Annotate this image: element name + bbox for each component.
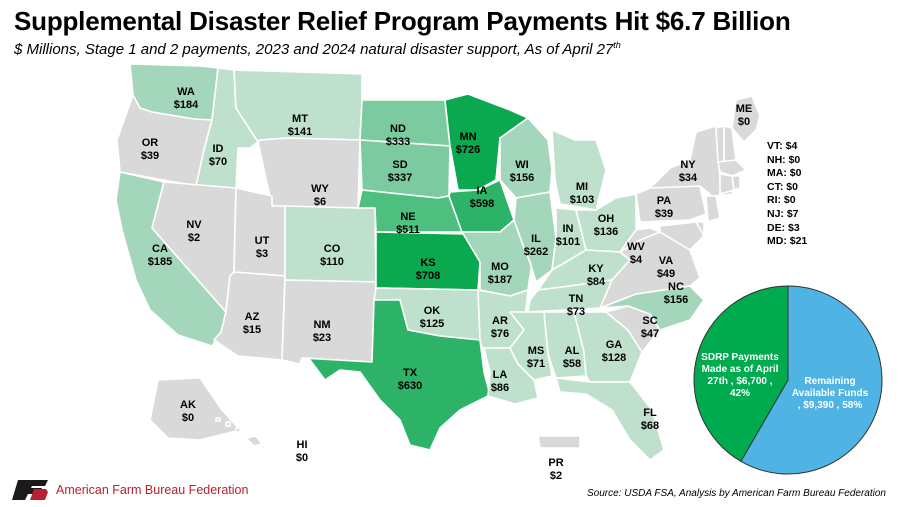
- ne-item-ri: RI: $0: [767, 194, 796, 207]
- page-title: Supplemental Disaster Relief Program Pay…: [14, 6, 791, 36]
- state-label-nc: NC $156: [664, 281, 688, 306]
- state-ks: [375, 231, 481, 291]
- state-md: [659, 221, 705, 251]
- state-label-in: IN $101: [556, 223, 580, 248]
- state-label-me: ME $0: [736, 103, 753, 128]
- state-label-or: OR $39: [141, 137, 159, 162]
- state-label-il: IL $262: [524, 233, 548, 258]
- state-label-nm: NM $23: [313, 319, 331, 344]
- state-hi-island-1: [235, 427, 241, 433]
- state-wi: [499, 117, 553, 199]
- state-label-oh: OH $136: [594, 213, 618, 238]
- state-label-id: ID $70: [209, 143, 227, 168]
- ne-item-vt: VT: $4: [767, 140, 798, 152]
- state-label-ks: KS $708: [416, 257, 440, 282]
- pie-label-remaining: Remaining Available Funds, $9,390 , 58%: [792, 376, 869, 411]
- state-hi-island-2: [225, 421, 231, 427]
- ne-item-nj: NJ: $7: [767, 207, 799, 220]
- pie-slice-remaining: [740, 285, 883, 475]
- ne-item-md: MD: $21: [767, 235, 808, 248]
- state-label-tn: TN $73: [567, 293, 585, 318]
- subtitle-text: $ Millions, Stage 1 and 2 payments, 2023…: [14, 41, 614, 58]
- labels-layer: WA $184 OR $39 CA $185 ID $70 NV $2 MT $141 WY $6 UT $3…: [141, 86, 752, 482]
- state-label-fl: FL $68: [641, 407, 659, 432]
- state-label-ia: IA $598: [470, 185, 494, 210]
- state-label-ny: NY $34: [679, 159, 698, 184]
- fb-logo-icon: [12, 480, 48, 500]
- state-label-sd: SD $337: [388, 159, 412, 184]
- source-note: Source: USDA FSA, Analysis by American F…: [586, 488, 886, 499]
- state-label-ar: AR $76: [491, 315, 509, 340]
- state-label-ky: KY $84: [587, 263, 606, 288]
- footer-logo: American Farm Bureau Federation: [12, 480, 248, 500]
- states-layer: [115, 63, 761, 461]
- state-label-la: LA $86: [491, 369, 509, 394]
- pie-chart: SDRP Payments Made as of April 27th , $6,7…: [693, 285, 883, 475]
- state-label-pr: PR $2: [548, 457, 563, 482]
- state-label-ok: OK $125: [420, 305, 444, 330]
- state-ma: [717, 159, 747, 177]
- state-label-ga: GA $128: [602, 339, 626, 364]
- state-label-mt: MT $141: [288, 113, 312, 138]
- state-label-wa: WA $184: [174, 86, 199, 111]
- state-mn: [444, 93, 529, 191]
- state-hi-island-3: [215, 417, 221, 422]
- state-label-al: AL $58: [563, 345, 581, 370]
- state-wy: [257, 137, 361, 209]
- state-label-nd: ND $333: [386, 123, 410, 148]
- ne-item-de: DE: $3: [767, 221, 800, 234]
- state-tx: [301, 299, 491, 451]
- pie-label-paid: SDRP Payments Made as of April 27th , $6,7…: [701, 352, 779, 399]
- ne-item-nh: NH: $0: [767, 153, 801, 166]
- state-label-az: AZ $15: [243, 311, 261, 336]
- state-label-wy: WY $6: [311, 183, 329, 208]
- state-ne: [357, 189, 463, 233]
- state-label-tx: TX $630: [398, 367, 422, 392]
- state-label-ms: MS $71: [527, 345, 545, 370]
- state-label-va: VA $49: [657, 255, 675, 280]
- state-label-wi: WI $156: [510, 159, 534, 184]
- ne-item-ct: CT: $0: [767, 180, 798, 193]
- state-label-hi: HI $0: [296, 439, 308, 464]
- state-label-wv: WV $4: [627, 241, 645, 266]
- pie-slice-paid: [693, 285, 789, 463]
- state-label-sc: SC $47: [641, 315, 659, 340]
- page-subtitle: $ Millions, Stage 1 and 2 payments, 2023…: [14, 40, 621, 58]
- state-label-mi: MI $103: [570, 181, 594, 206]
- subtitle-superscript: th: [613, 40, 621, 50]
- state-fl: [555, 377, 665, 461]
- state-hi: [245, 435, 263, 447]
- state-label-co: CO $110: [320, 243, 344, 268]
- state-ri: [731, 175, 741, 191]
- state-label-mn: MN $726: [456, 131, 480, 156]
- northeast-list: VT: $4 NH: $0 MA: $0 CT: $0 RI: $0 NJ: $…: [767, 140, 807, 249]
- state-label-ne: NE $511: [396, 211, 420, 236]
- state-pr: [537, 435, 581, 449]
- state-label-pa: PA $39: [655, 195, 673, 220]
- state-label-ca: CA $185: [148, 243, 172, 268]
- state-mo: [461, 219, 533, 297]
- org-name: American Farm Bureau Federation: [56, 483, 249, 497]
- state-label-nv: NV $2: [186, 219, 202, 244]
- state-ak: [149, 377, 241, 441]
- state-wv: [619, 227, 661, 253]
- state-nj: [705, 195, 721, 223]
- state-il: [513, 191, 557, 283]
- state-label-ut: UT $3: [255, 235, 270, 260]
- state-label-mo: MO $187: [488, 261, 512, 286]
- ne-item-ma: MA: $0: [767, 167, 802, 180]
- state-label-ak: AK $0: [180, 399, 196, 424]
- state-vt: [715, 125, 725, 163]
